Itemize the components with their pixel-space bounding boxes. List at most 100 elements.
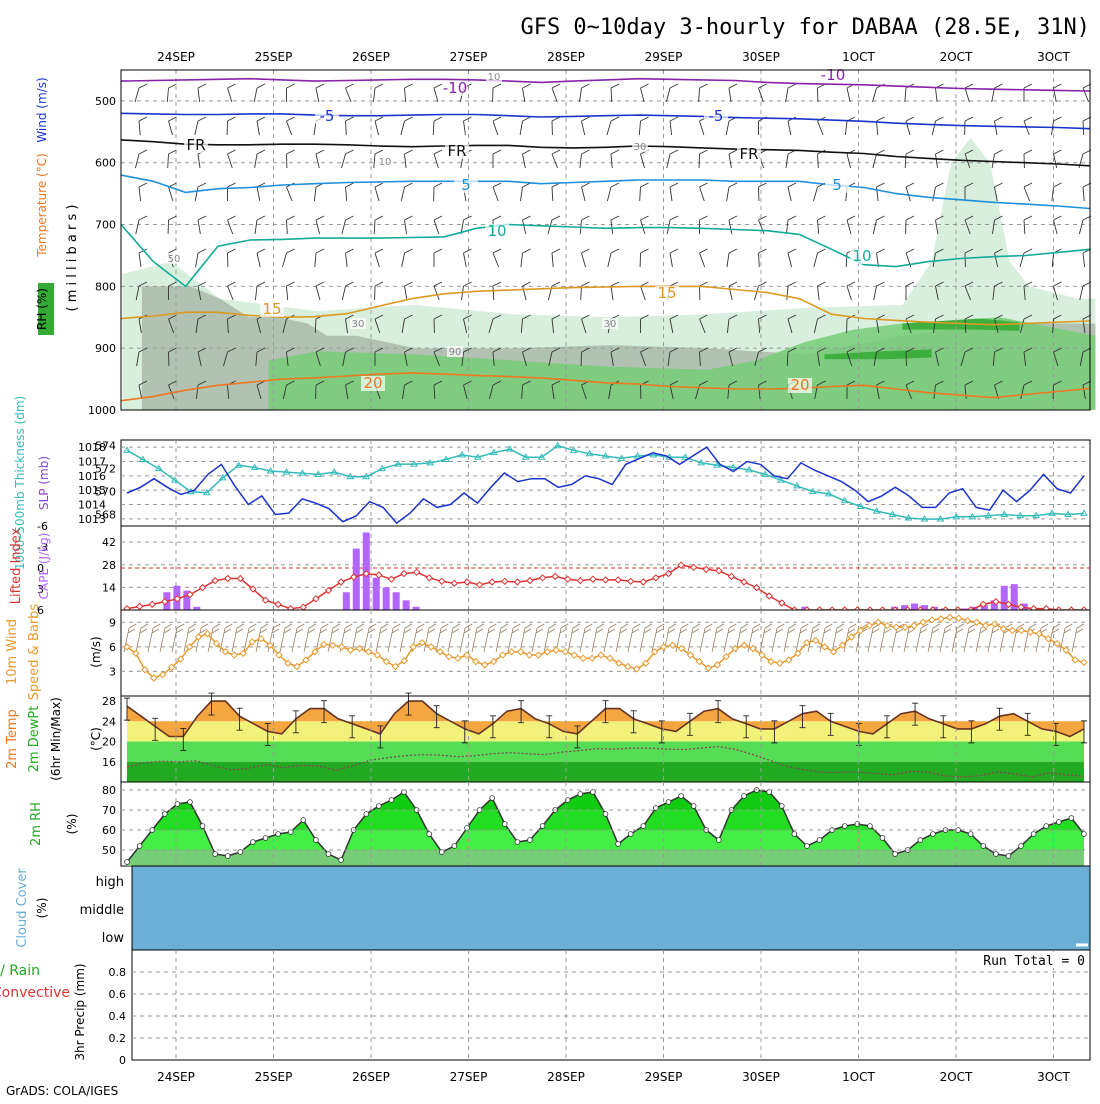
thickness-series-point [713,461,722,468]
wind-barb [932,248,944,268]
contour-label: 20 [790,376,809,394]
temp-minmax-bar [1081,720,1087,744]
wind-speed-series-point [445,652,453,661]
rh-series-point [161,811,168,817]
slp-ytick: 1017 [78,456,106,469]
surface-wind-barb [207,623,221,653]
rh-series-point [1043,823,1050,829]
thickness-series-point [729,463,737,471]
wind-barb [1023,347,1033,367]
surface-wind-barb [951,623,965,653]
wind-speed-series-point [919,618,927,626]
wind-barb [341,215,354,235]
thickness-series-point [585,449,594,457]
wind-barb [404,215,413,235]
date-label-bottom: 26SEP [352,1070,390,1084]
rh-series-point [514,839,521,845]
rh-label-swatch [38,283,54,335]
date-label-top: 26SEP [352,50,390,64]
wind-barb [138,182,148,202]
wind-speed-series-point [1026,628,1035,636]
wind-barb [964,116,974,136]
wind-barb [607,248,620,268]
wind-speed-series-point [811,636,820,645]
rh-series-point [615,841,621,847]
wind-barb [372,83,384,103]
contour-label-bg [632,141,648,152]
rh-series-point [627,831,634,837]
wind-speed-series-point [955,614,963,622]
wind-barb [197,215,207,235]
temp-minmax-bar [405,692,412,716]
lifted-index-series-point [362,569,370,578]
lifted-index-series-point [274,600,282,609]
wind-barb [699,182,708,202]
wind-speed-series-point [731,644,739,653]
wind-speed-series-point [346,646,355,654]
wind-barb [135,215,148,235]
wind-barb [167,215,177,235]
cape-label: CAPE (J/kg) [37,533,51,600]
wind-barb [606,182,620,202]
wind-speed-series-point [409,643,417,651]
wind-speed-series-point [248,638,256,646]
cape-bar [911,603,919,610]
contour-label: 20 [363,374,382,392]
rh-band [127,850,1084,866]
wind-barb [873,281,885,301]
temp-label: 2m Temp [5,709,20,769]
thickness-series-point [202,488,211,496]
rh-series-point [212,851,218,857]
wind-barb [341,281,354,301]
surface-wind-barb [915,623,929,653]
wind-barb [640,83,649,103]
surface-wind-barb [591,623,605,653]
wind-speed-series-point [901,623,909,631]
temp-minmax-bar [827,712,834,736]
lifted-index-series-point [412,568,421,576]
wind-speed-series-point [203,630,212,638]
lifted-index-series-point [626,577,635,586]
lifted-index-series-point [349,573,358,581]
upper-air-ytick: 500 [95,95,116,108]
wind-barb [463,314,472,334]
surface-wind-barbs [123,623,1085,653]
surface-wind-barb [939,623,953,653]
wind-barb [932,182,944,202]
wind-barb [726,182,738,202]
wind-speed-series-point [1008,626,1017,635]
upper-air-ytick: 600 [95,157,116,170]
temp-minmax-bar [771,720,778,744]
wind-barb [463,380,472,400]
temp-minmax-bar [349,715,356,739]
wind-barb [197,281,207,301]
wind-barb [639,182,649,202]
wind-speed-series-point [865,621,874,630]
thickness-series-point [537,453,546,460]
wind-barb [727,380,738,400]
thickness-series-point [553,441,562,449]
wind-barb [758,83,767,103]
surface-wind-barb [927,623,941,653]
cape-bar [382,587,390,610]
lifted-index-series-point [249,585,257,593]
wind-speed-series-point [990,620,999,628]
thickness-series-point [1064,510,1072,518]
precip-ytick: 0.2 [109,1032,127,1045]
wind-speed-series-point [624,662,632,671]
lifted-index-series-point [576,576,585,585]
minmax-label: (6hr Min/Max) [49,697,63,781]
temp-ytick: 16 [102,756,116,769]
wind-barb [253,83,266,103]
li-ytick: 3 [37,583,44,596]
surface-wind-barb [243,623,257,653]
cloud-level-label: low [102,931,125,946]
rh-series-point [930,831,936,837]
wind-speed-series-point [176,655,185,663]
contour-label-bg [350,318,366,329]
lifted-index-series-point [463,578,471,586]
rh-series-point [917,837,924,843]
contour-label-bg [704,109,728,124]
surface-wind-barb [987,623,1001,653]
lifted-index-series-point [1004,600,1013,609]
